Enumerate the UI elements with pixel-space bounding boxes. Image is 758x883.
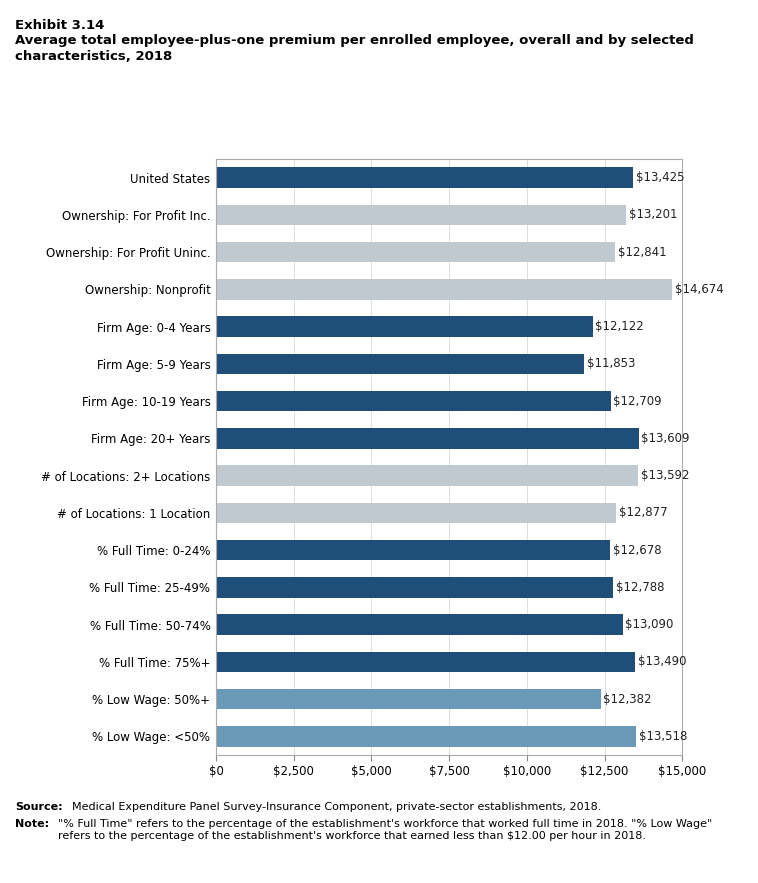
Bar (216, 242, 615, 262)
Text: $13,090: $13,090 (625, 618, 674, 631)
Text: $12,877: $12,877 (619, 506, 667, 519)
Bar (216, 615, 623, 635)
Text: $12,709: $12,709 (613, 395, 662, 408)
Bar (216, 353, 584, 374)
Bar (216, 540, 610, 561)
Bar (216, 652, 635, 672)
Text: $11,853: $11,853 (587, 358, 635, 370)
Text: Source:: Source: (15, 802, 63, 811)
Bar (216, 279, 672, 299)
Text: $13,490: $13,490 (637, 655, 686, 668)
Bar (216, 428, 639, 449)
Text: $14,674: $14,674 (675, 283, 723, 296)
Text: Medical Expenditure Panel Survey-Insurance Component, private-sector establishme: Medical Expenditure Panel Survey-Insuran… (72, 802, 601, 811)
Text: Exhibit 3.14: Exhibit 3.14 (15, 19, 105, 33)
Text: $12,382: $12,382 (603, 692, 652, 706)
Bar (216, 391, 611, 411)
Bar (216, 316, 593, 336)
Text: $13,201: $13,201 (629, 208, 678, 222)
Text: $13,425: $13,425 (636, 171, 684, 184)
Text: $12,788: $12,788 (616, 581, 665, 594)
Bar (216, 465, 638, 486)
Bar (216, 502, 616, 523)
Bar (216, 577, 613, 598)
Bar (216, 205, 626, 225)
Text: $12,122: $12,122 (595, 320, 644, 333)
Text: "% Full Time" refers to the percentage of the establishment's workforce that wor: "% Full Time" refers to the percentage o… (58, 819, 712, 841)
Bar (216, 689, 601, 709)
Text: Average total employee-plus-one premium per enrolled employee, overall and by se: Average total employee-plus-one premium … (15, 34, 694, 63)
Text: $13,609: $13,609 (641, 432, 690, 445)
Text: $12,841: $12,841 (618, 245, 666, 259)
Text: $12,678: $12,678 (612, 544, 661, 556)
Text: Note:: Note: (15, 819, 49, 829)
Bar (216, 726, 636, 747)
Text: $13,592: $13,592 (641, 469, 690, 482)
Text: $13,518: $13,518 (639, 730, 687, 743)
Bar (216, 167, 633, 188)
